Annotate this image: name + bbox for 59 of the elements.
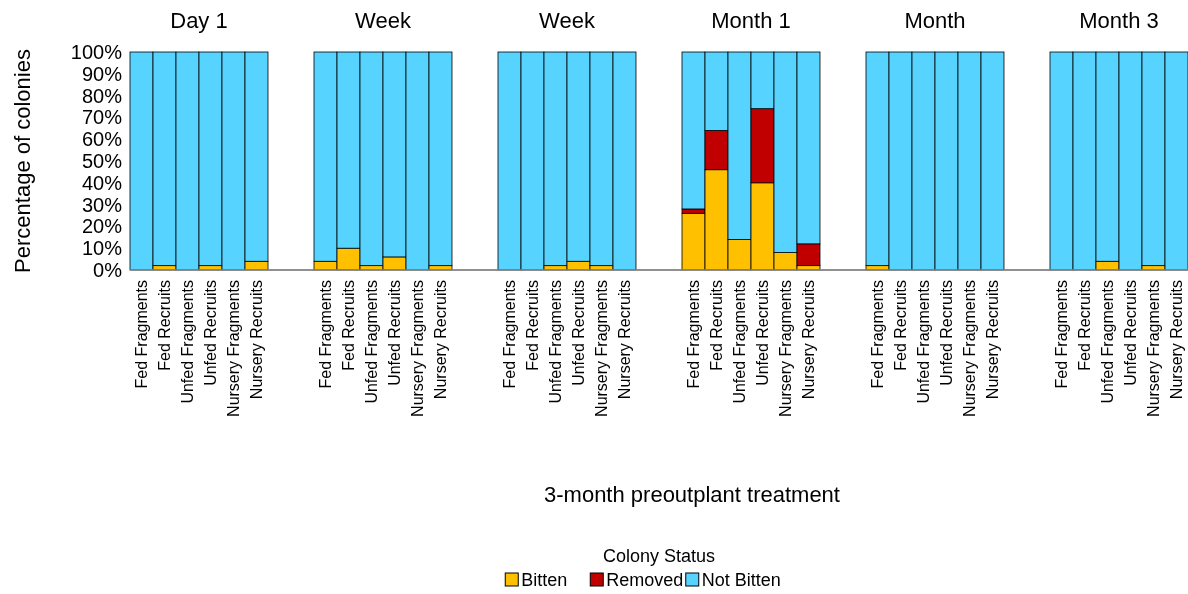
x-tick-label: Nursery Recruits (984, 280, 1002, 400)
x-tick-label: Fed Fragments (501, 280, 519, 389)
chart-title: Month 1 (711, 8, 791, 33)
y-tick-label: 100% (70, 41, 123, 63)
x-tick-label: Unfed Fragments (363, 280, 381, 404)
x-tick-label: Fed Fragments (869, 280, 887, 389)
x-tick-label: Fed Recruits (156, 280, 174, 371)
x-tick-label: Unfed Recruits (386, 280, 404, 386)
x-tick-label: Unfed Recruits (1122, 280, 1140, 386)
x-tick-label: Nursery Recruits (248, 280, 266, 400)
x-tick-label: Unfed Recruits (570, 280, 588, 386)
legend-label: Removed (606, 570, 684, 591)
legend-label: Bitten (521, 570, 568, 591)
x-tick-label: Fed Recruits (524, 280, 542, 371)
x-tick-label: Nursery Recruits (800, 280, 818, 400)
x-tick-label: Nursery Recruits (1168, 280, 1186, 400)
x-tick-label: Nursery Fragments (1145, 280, 1163, 417)
x-tick-label: Fed Fragments (133, 280, 151, 389)
legend-title: Colony Status (602, 546, 716, 567)
x-tick-label: Fed Recruits (340, 280, 358, 371)
x-axis-title: 3-month preoutplant treatment (544, 482, 840, 507)
x-tick-label: Nursery Fragments (409, 280, 427, 417)
x-tick-label: Nursery Fragments (777, 280, 795, 417)
y-tick-label: 30% (81, 193, 123, 216)
y-tick-label: 50% (81, 150, 123, 172)
y-tick-label: 10% (81, 237, 123, 260)
chart-title: Week (539, 8, 596, 33)
x-tick-label: Unfed Recruits (754, 280, 772, 386)
x-tick-label: Nursery Fragments (593, 280, 611, 417)
x-tick-label: Unfed Recruits (202, 280, 220, 386)
x-tick-label: Fed Fragments (317, 280, 335, 389)
x-tick-label: Nursery Fragments (961, 280, 979, 417)
x-tick-label: Unfed Fragments (179, 280, 197, 404)
x-tick-label: Unfed Fragments (915, 280, 933, 404)
chart-title: Month 3 (1079, 8, 1159, 33)
x-tick-label: Fed Fragments (1053, 280, 1071, 389)
y-tick-label: 20% (81, 215, 123, 238)
x-tick-label: Nursery Recruits (616, 280, 634, 400)
x-tick-label: Unfed Fragments (1099, 280, 1117, 404)
y-tick-label: 70% (81, 106, 123, 129)
x-tick-label: Fed Recruits (892, 280, 910, 371)
x-tick-label: Fed Recruits (1076, 280, 1094, 371)
chart-title: Month (904, 8, 966, 33)
x-tick-label: Fed Fragments (685, 280, 703, 389)
y-tick-label: 60% (81, 128, 123, 151)
y-tick-label: 0% (93, 259, 123, 281)
y-axis-title: Percentage of colonies (10, 49, 35, 273)
x-tick-label: Unfed Fragments (731, 280, 749, 404)
x-tick-label: Fed Recruits (708, 280, 726, 371)
x-tick-label: Nursery Recruits (432, 280, 450, 400)
y-tick-label: 40% (81, 171, 123, 194)
x-tick-label: Unfed Recruits (938, 280, 956, 386)
chart-title: Day 1 (170, 8, 228, 33)
x-tick-label: Nursery Fragments (225, 280, 243, 417)
y-tick-label: 80% (81, 84, 123, 107)
x-tick-label: Unfed Fragments (547, 280, 565, 404)
y-tick-label: 90% (81, 62, 123, 85)
chart-title: Week (355, 8, 412, 33)
legend-label: Not Bitten (701, 570, 781, 591)
